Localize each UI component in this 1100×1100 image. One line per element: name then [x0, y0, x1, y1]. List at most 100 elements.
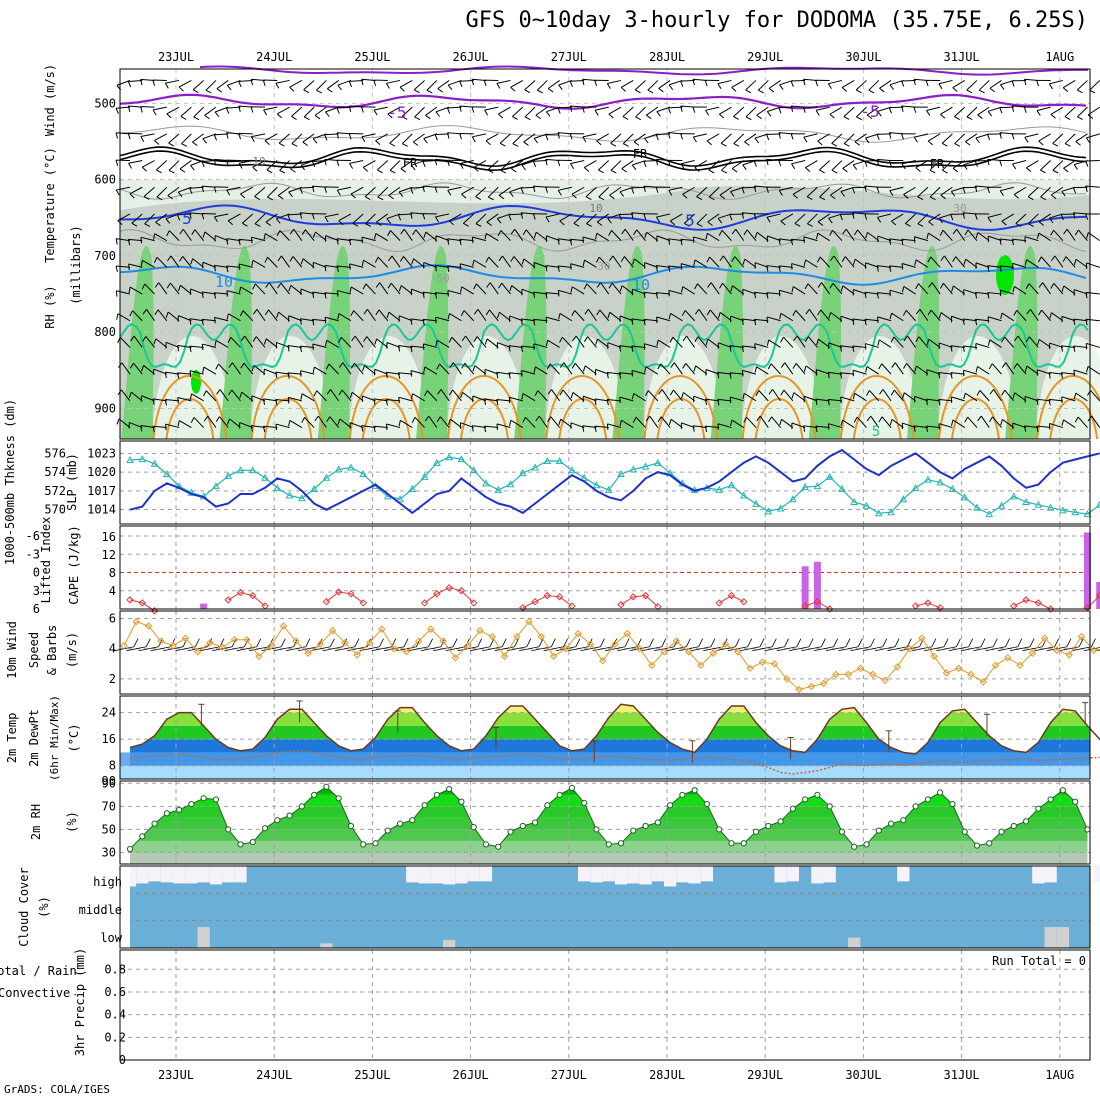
wind-barb — [772, 389, 781, 402]
wind-barb — [893, 336, 904, 348]
contour-plus20 — [152, 375, 228, 440]
wind-barb-flag — [976, 390, 981, 396]
wind-barb — [807, 283, 818, 295]
wind-barb — [1064, 106, 1076, 118]
thickness-marker — [1022, 497, 1030, 506]
wind-barb — [364, 186, 376, 197]
wind-barb — [180, 106, 192, 117]
wind-barb — [1014, 392, 1027, 402]
wind-barb — [1049, 79, 1064, 85]
wind-barb-flag — [436, 363, 441, 370]
wind-barb — [165, 371, 180, 375]
wind-barb — [817, 232, 830, 242]
wind-barb-flag — [226, 107, 230, 114]
wind-barb — [240, 186, 253, 195]
wind-barb — [400, 419, 413, 428]
wind-barb — [129, 186, 143, 195]
wind-barb — [778, 265, 793, 268]
thickness-marker — [801, 483, 809, 491]
wind-barb — [1012, 238, 1027, 242]
wind-barb-flag — [215, 416, 220, 422]
wind-barb-flag — [852, 187, 856, 194]
wind-barb — [287, 344, 302, 348]
thickness-grid — [120, 441, 1090, 524]
wind-barb-flag — [181, 143, 188, 147]
wind-barb — [449, 313, 462, 322]
wind10m-marker — [611, 640, 619, 648]
wind-barb — [448, 213, 462, 222]
wind-barb — [142, 259, 155, 268]
wind-barb-flag — [668, 84, 674, 90]
wind-barb-flag — [483, 426, 487, 433]
wind-barb — [158, 282, 168, 295]
wind-barb-flag — [336, 107, 340, 114]
wind-barb — [570, 79, 585, 82]
wind-barb — [424, 366, 438, 375]
wind-barb — [341, 389, 352, 402]
wind-barb — [263, 398, 278, 402]
wind-barb — [465, 335, 475, 348]
wind-barb-flag — [705, 110, 710, 116]
wind-barb-flag — [385, 372, 388, 379]
wind-barb-flag — [130, 335, 135, 342]
wind-barb — [745, 106, 757, 118]
wind-barb — [708, 186, 720, 198]
wind-barb — [116, 290, 131, 295]
wind-barb — [144, 213, 155, 225]
wind-barb — [537, 80, 548, 91]
wind-barb — [820, 309, 831, 322]
wind-barb — [696, 186, 708, 198]
wind-barb-flag — [1089, 89, 1096, 94]
wind10m-marker — [488, 632, 496, 641]
wind-barb — [214, 264, 229, 268]
wind-barb-flag — [361, 260, 364, 267]
rh-marker — [605, 841, 612, 848]
wind-barb-flag — [290, 168, 296, 173]
wind-barb — [624, 228, 634, 241]
rh2m-ylabel: 2m RH — [29, 804, 43, 840]
wind-barb-flag — [888, 238, 892, 245]
rh-marker — [740, 840, 747, 847]
contour-label: 10 — [589, 202, 602, 215]
wind-barb — [411, 288, 425, 295]
contour-freezing-2 — [119, 150, 1087, 172]
wind-barb-flag — [1064, 143, 1071, 147]
wind-barb — [1002, 419, 1015, 428]
wind10m-barb — [248, 646, 270, 652]
wind-barb — [607, 79, 622, 84]
wind-barb-flag — [1085, 160, 1089, 167]
wind-barb-flag — [634, 89, 641, 94]
wind-barb-flag — [987, 339, 991, 346]
li-marker — [261, 602, 269, 610]
temp2m-tick-label: 16 — [102, 732, 116, 746]
wind-barb — [632, 288, 646, 295]
wind-barb — [1000, 79, 1014, 86]
wind-barb — [361, 236, 376, 242]
wind-barb-flag — [1038, 221, 1045, 226]
wind-barb-flag — [914, 259, 917, 266]
contour-plus20 — [348, 375, 424, 440]
wind-barb — [525, 229, 536, 241]
wind-barb-flag — [706, 140, 712, 146]
wind-barb — [238, 160, 253, 164]
rh-marker — [421, 802, 428, 809]
wind-barb-flag — [682, 193, 688, 199]
wind-barb-flag — [165, 311, 169, 318]
wind-barb-flag — [952, 256, 957, 263]
wind-barb — [808, 336, 818, 348]
wind-barb-flag — [655, 265, 658, 272]
wind-barb — [852, 186, 867, 189]
wind-barb — [410, 186, 425, 189]
wind-barb-flag — [226, 290, 228, 297]
wind10m-tick-label: 6 — [109, 612, 116, 626]
wind-barb-flag — [499, 142, 506, 147]
thickness-marker — [433, 458, 441, 466]
wind-barb-flag — [741, 345, 744, 352]
wind-barb-flag — [397, 372, 401, 379]
wind-barb-flag — [978, 89, 985, 94]
wind-barb — [508, 213, 523, 216]
wind-barb — [533, 185, 548, 188]
rh-marker — [396, 820, 404, 827]
wind-barb-flag — [1001, 220, 1007, 226]
wind-barb-flag — [644, 366, 647, 373]
